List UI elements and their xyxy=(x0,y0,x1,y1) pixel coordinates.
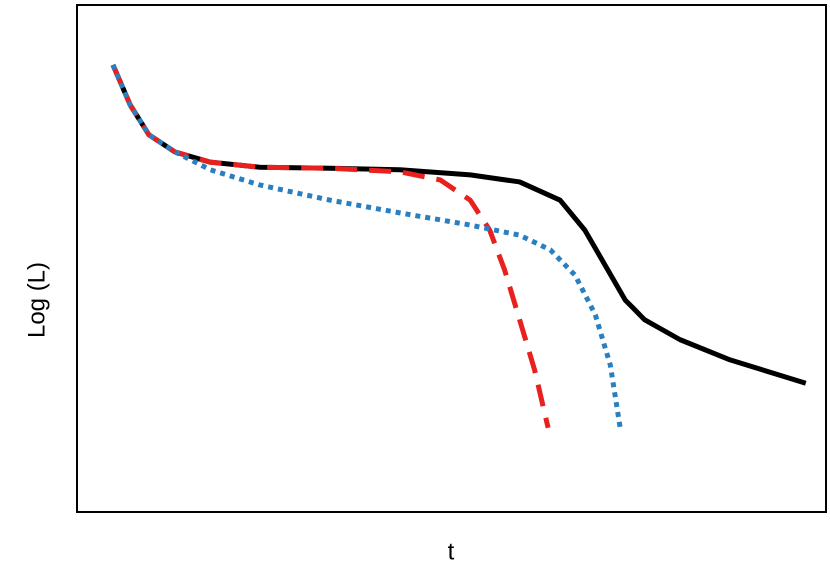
y-axis-label: Log (L) xyxy=(23,262,50,338)
line-series xyxy=(110,63,623,428)
plot-frame xyxy=(76,4,827,513)
line-series xyxy=(110,63,551,429)
x-axis-label: t xyxy=(448,538,455,565)
